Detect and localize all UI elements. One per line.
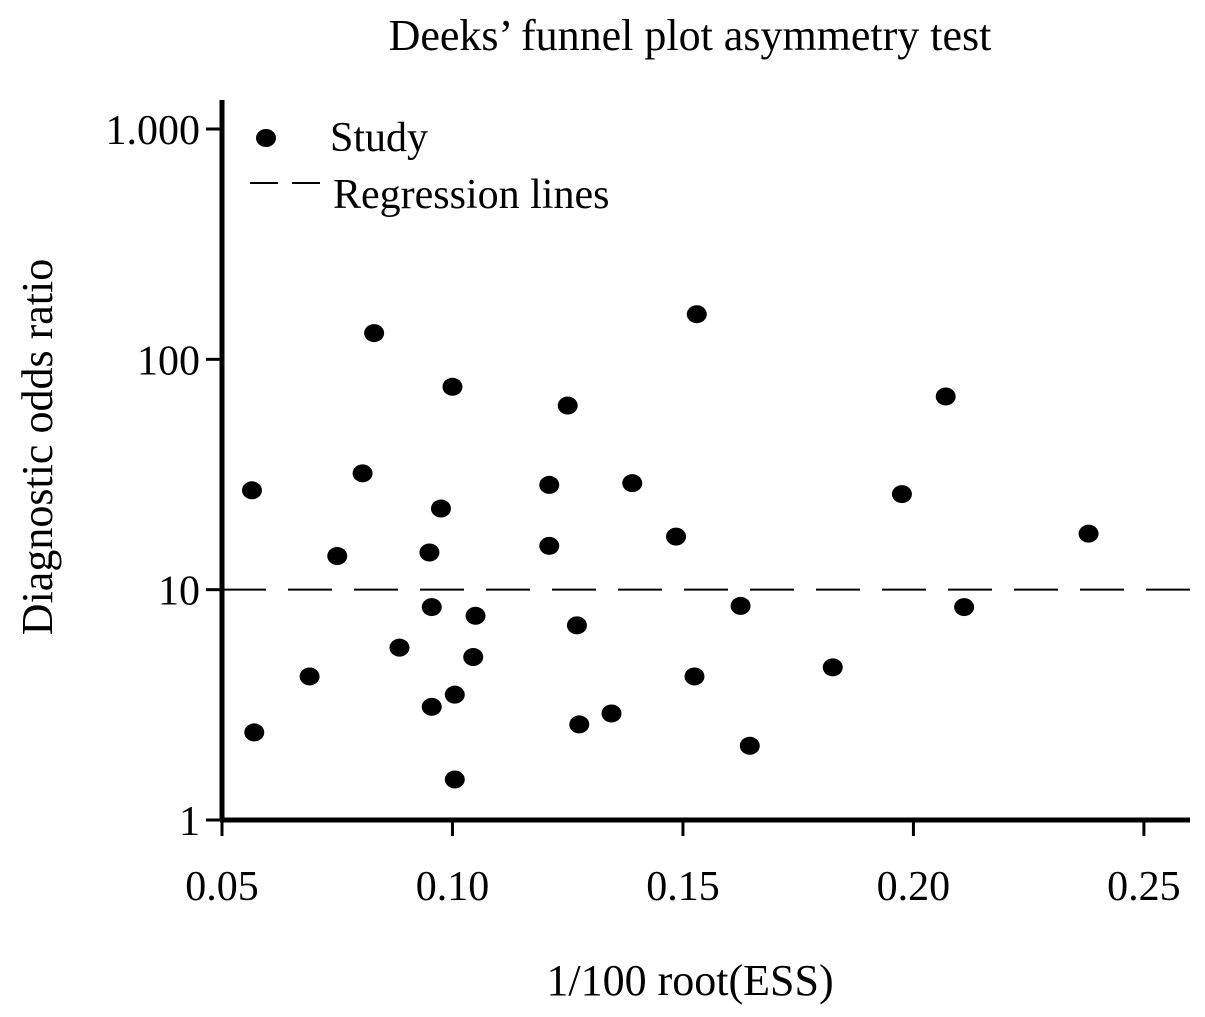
study-point xyxy=(569,715,590,734)
study-point xyxy=(566,616,587,635)
plot-area: 0.05 0.10 0.15 0.20 0.25 1 10 100 1.000 xyxy=(106,100,1190,910)
x-tick-label: 0.05 xyxy=(185,864,259,910)
study-point xyxy=(739,736,760,755)
study-point xyxy=(954,598,975,617)
study-point xyxy=(601,704,622,723)
x-ticks: 0.05 0.10 0.15 0.20 0.25 xyxy=(185,820,1181,910)
study-point xyxy=(352,464,373,483)
study-point xyxy=(244,723,265,742)
study-point xyxy=(935,387,956,406)
x-axis-label: 1/100 root(ESS) xyxy=(546,956,833,1005)
study-point xyxy=(1078,524,1099,543)
y-tick-label: 10 xyxy=(158,569,200,615)
x-tick-label: 0.15 xyxy=(646,864,720,910)
study-point xyxy=(622,474,643,493)
study-point xyxy=(539,536,560,555)
y-axis-label: Diagnostic odds ratio xyxy=(13,259,62,635)
study-point xyxy=(421,697,442,716)
chart-title: Deeks’ funnel plot asymmetry test xyxy=(389,11,992,60)
study-point xyxy=(419,543,440,562)
legend: Study Regression lines xyxy=(250,115,609,218)
study-point xyxy=(430,499,451,518)
study-point xyxy=(299,667,320,686)
study-point xyxy=(442,377,463,396)
study-point xyxy=(557,396,578,415)
x-tick-label: 0.25 xyxy=(1107,864,1181,910)
study-point xyxy=(463,648,484,667)
legend-study-label: Study xyxy=(330,115,428,161)
study-point xyxy=(891,485,912,504)
x-tick-label: 0.10 xyxy=(416,864,490,910)
study-point xyxy=(730,596,751,615)
y-tick-label: 1.000 xyxy=(106,108,201,154)
study-point xyxy=(444,685,465,704)
y-ticks: 1 10 100 1.000 xyxy=(106,108,222,845)
study-point xyxy=(364,324,385,343)
study-point xyxy=(465,606,486,625)
study-point xyxy=(241,481,262,500)
x-tick-label: 0.20 xyxy=(877,864,951,910)
study-point xyxy=(389,638,410,657)
points-layer xyxy=(241,305,1099,789)
study-point xyxy=(421,598,442,617)
study-point xyxy=(327,547,348,566)
study-point xyxy=(666,527,687,546)
study-point xyxy=(822,658,843,677)
study-point xyxy=(684,667,705,686)
legend-study-marker xyxy=(256,129,276,147)
study-point xyxy=(686,305,707,324)
study-point xyxy=(444,770,465,789)
y-tick-label: 1 xyxy=(179,799,200,845)
study-point xyxy=(539,475,560,494)
legend-regression-label: Regression lines xyxy=(333,172,609,218)
y-tick-label: 100 xyxy=(137,338,200,384)
